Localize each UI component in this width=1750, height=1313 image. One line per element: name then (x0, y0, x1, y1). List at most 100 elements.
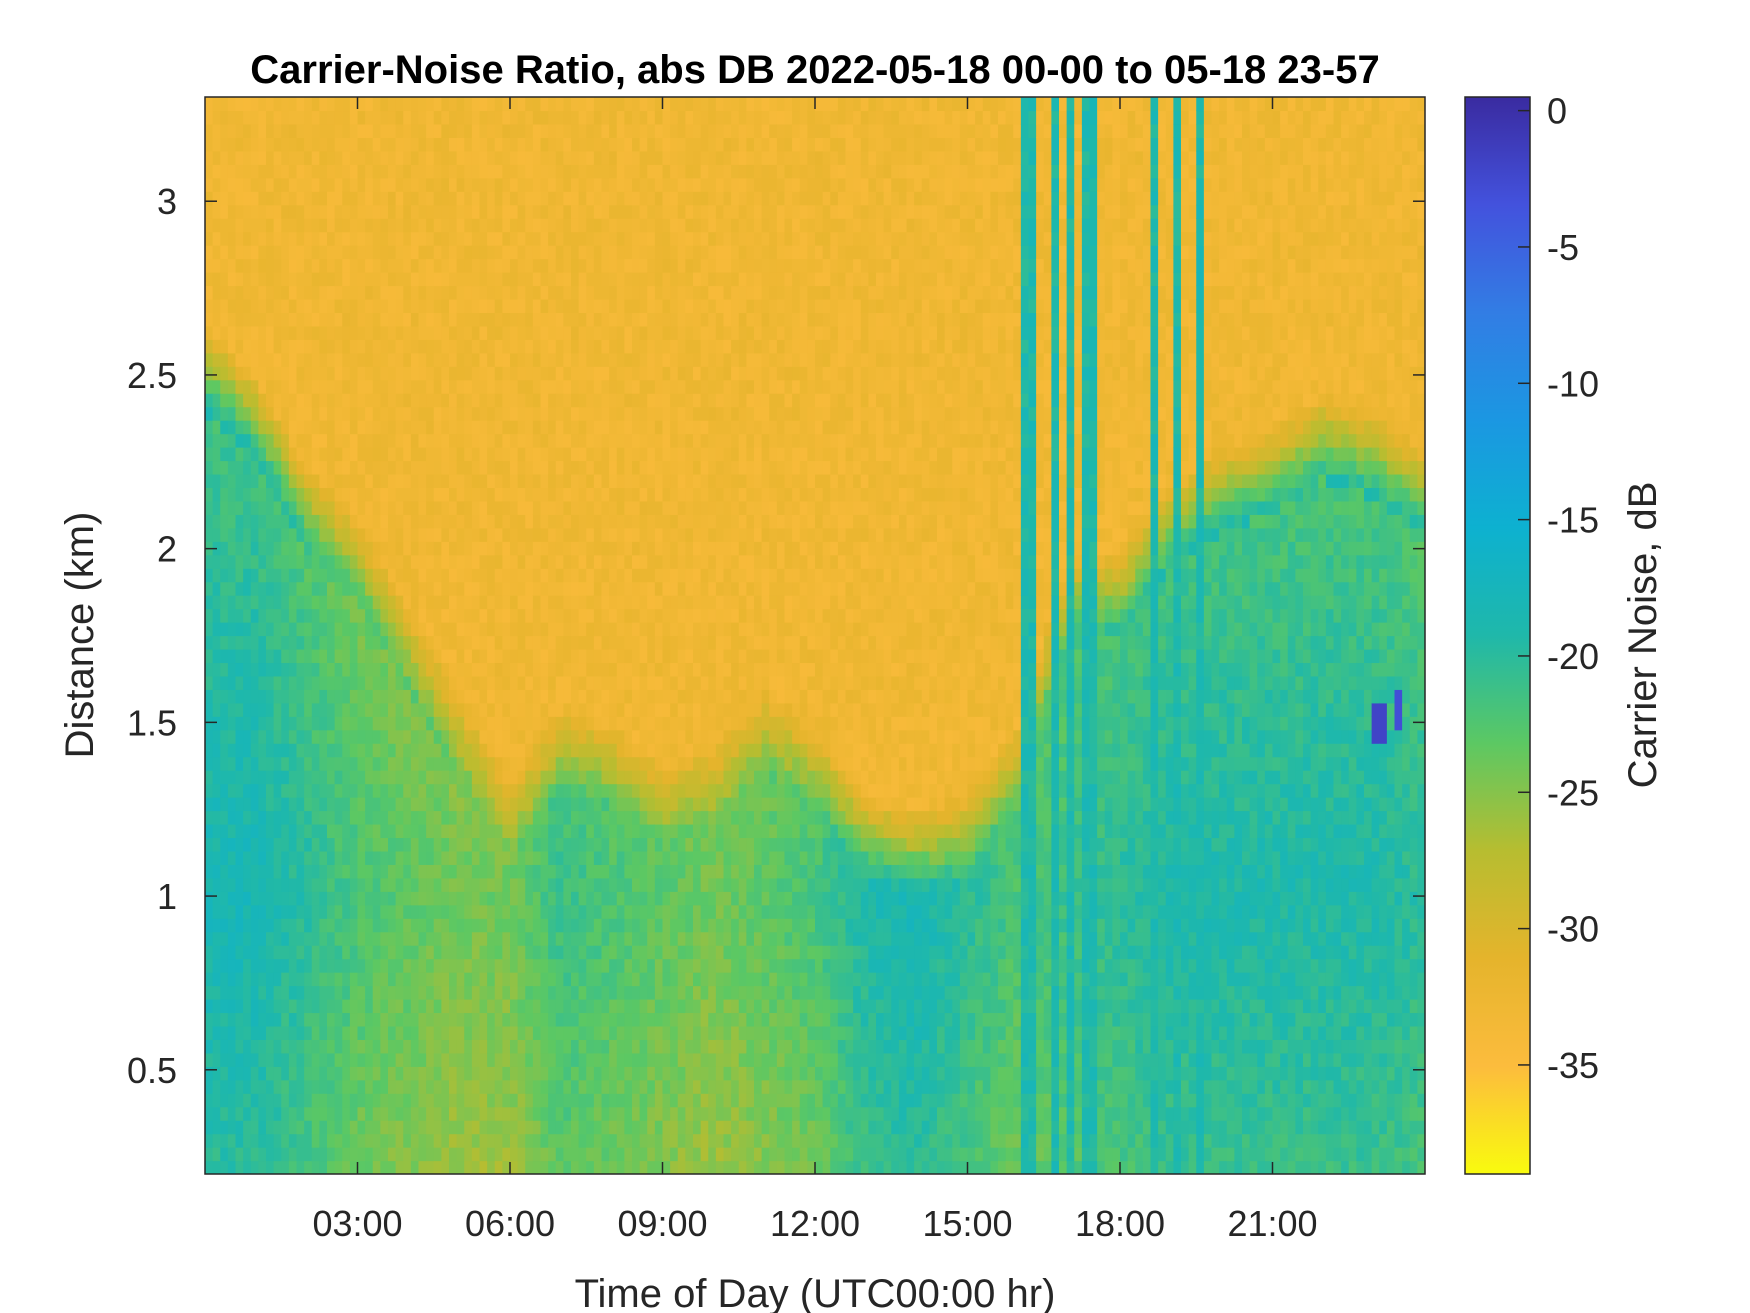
heatmap-cell (654, 123, 664, 138)
heatmap-cell (525, 447, 534, 462)
heatmap-cell (258, 245, 267, 260)
heatmap-cell (296, 945, 305, 960)
heatmap-cell (654, 406, 664, 421)
heatmap-cell (647, 352, 656, 367)
heatmap-cell (532, 473, 542, 489)
heatmap-cell (532, 137, 542, 152)
heatmap-cell (433, 541, 442, 556)
heatmap-cell (227, 568, 237, 583)
heatmap-cell (586, 608, 595, 623)
heatmap-cell (357, 837, 366, 852)
heatmap-cell (662, 770, 671, 785)
heatmap-cell (449, 500, 458, 515)
heatmap-cell (632, 1039, 641, 1054)
heatmap-cell (212, 972, 221, 987)
heatmap-cell (525, 137, 534, 152)
heatmap-cell (586, 918, 595, 933)
heatmap-cell (654, 447, 664, 462)
heatmap-cell (418, 97, 427, 112)
heatmap-cell (578, 985, 587, 1000)
heatmap-cell (372, 945, 381, 960)
heatmap-cell (266, 595, 275, 610)
heatmap-cell (609, 1066, 618, 1081)
heatmap-cell (372, 1012, 381, 1027)
heatmap-cell (532, 837, 542, 852)
heatmap-cell (586, 339, 595, 354)
heatmap-cell (388, 662, 397, 677)
heatmap-cell (571, 1147, 580, 1162)
heatmap-cell (616, 972, 625, 987)
heatmap-cell (609, 272, 618, 287)
heatmap-cell (281, 1133, 290, 1148)
heatmap-cell (510, 164, 519, 179)
heatmap-cell (334, 218, 343, 233)
heatmap-cell (616, 110, 625, 125)
heatmap-cell (258, 662, 267, 677)
heatmap-cell (395, 487, 404, 502)
heatmap-cell (571, 1160, 580, 1174)
heatmap-cell (601, 998, 610, 1014)
heatmap-cell (212, 877, 221, 892)
heatmap-cell (601, 823, 610, 839)
heatmap-cell (555, 191, 564, 206)
heatmap-cell (593, 810, 603, 825)
heatmap-cell (555, 797, 564, 812)
heatmap-cell (342, 285, 351, 300)
heatmap-cell (258, 285, 267, 300)
heatmap-cell (525, 97, 534, 112)
heatmap-cell (456, 770, 465, 785)
heatmap-cell (624, 177, 633, 192)
heatmap-cell (555, 285, 564, 300)
heatmap-cell (525, 716, 534, 731)
heatmap-cell (609, 1012, 618, 1027)
heatmap-cell (266, 177, 275, 192)
heatmap-cell (540, 231, 549, 246)
heatmap-cell (380, 245, 389, 260)
heatmap-cell (609, 608, 618, 623)
heatmap-cell (304, 850, 313, 865)
heatmap-cell (441, 864, 450, 879)
heatmap-cell (220, 325, 229, 340)
heatmap-cell (426, 635, 435, 650)
heatmap-cell (426, 554, 435, 569)
heatmap-cell (273, 1093, 282, 1108)
heatmap-cell (388, 1025, 397, 1040)
heatmap-cell (365, 514, 374, 529)
heatmap-cell (250, 231, 259, 246)
heatmap-cell (647, 97, 656, 112)
heatmap-cell (349, 702, 359, 717)
heatmap-cell (266, 1133, 275, 1148)
heatmap-cell (654, 191, 664, 206)
heatmap-cell (555, 864, 564, 879)
heatmap-cell (563, 352, 572, 367)
heatmap-cell (418, 110, 427, 125)
heatmap-cell (342, 891, 351, 906)
heatmap-cell (586, 756, 595, 771)
heatmap-cell (388, 837, 397, 852)
heatmap-cell (433, 581, 442, 596)
heatmap-cell (449, 783, 458, 798)
heatmap-cell (670, 635, 679, 650)
heatmap-cell (677, 1079, 686, 1094)
heatmap-cell (243, 433, 252, 448)
heatmap-cell (593, 204, 603, 219)
heatmap-cell (578, 433, 587, 448)
heatmap-cell (205, 918, 214, 933)
heatmap-cell (632, 406, 641, 421)
heatmap-cell (479, 1039, 488, 1054)
heatmap-cell (380, 837, 389, 852)
heatmap-cell (250, 150, 259, 165)
heatmap-cell (525, 1039, 534, 1054)
heatmap-cell (266, 245, 275, 260)
heatmap-cell (250, 823, 259, 839)
heatmap-cell (494, 258, 503, 273)
heatmap-cell (334, 285, 343, 300)
heatmap-cell (616, 500, 625, 515)
heatmap-cell (456, 460, 465, 475)
heatmap-cell (456, 218, 465, 233)
heatmap-cell (601, 298, 610, 313)
heatmap-cell (601, 366, 610, 381)
heatmap-cell (258, 352, 267, 367)
heatmap-cell (502, 756, 511, 771)
heatmap-cell (243, 797, 252, 812)
